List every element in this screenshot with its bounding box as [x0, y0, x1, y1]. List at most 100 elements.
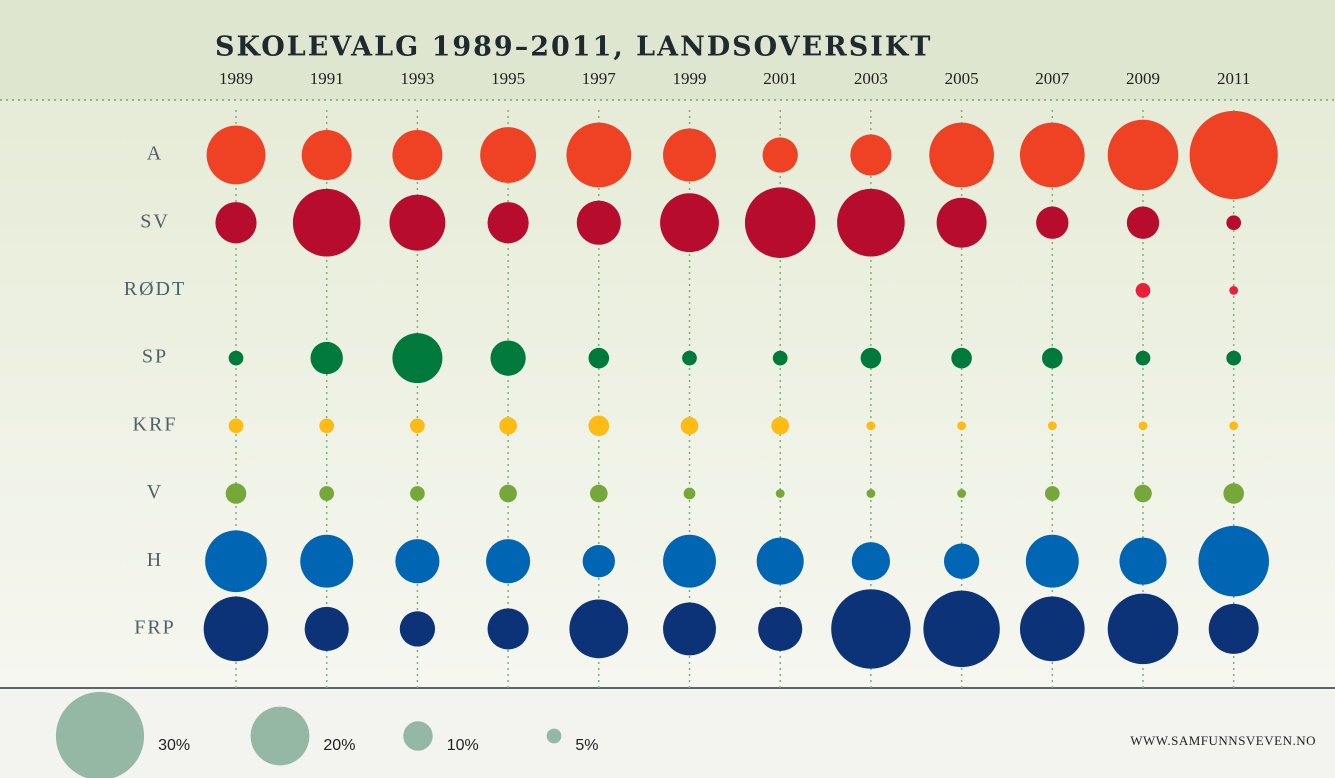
bubble	[682, 350, 697, 366]
bubble	[771, 416, 790, 435]
bubble	[1107, 593, 1179, 665]
x-tick-label: 2011	[1217, 69, 1250, 88]
bubble	[860, 347, 882, 369]
row-label: H	[147, 549, 163, 571]
bubble	[1198, 525, 1269, 597]
bubble	[486, 539, 531, 584]
bubble	[487, 202, 529, 244]
bubble	[228, 350, 244, 366]
legend-label: 10%	[447, 737, 479, 754]
bubble	[850, 134, 892, 176]
bubble	[1135, 350, 1151, 366]
bubble	[663, 128, 716, 182]
bubble	[660, 193, 719, 253]
bubble	[936, 197, 987, 248]
bubble	[1226, 215, 1242, 231]
bubble	[319, 418, 335, 434]
bubble	[929, 122, 994, 188]
bubble	[957, 489, 967, 498]
bubble	[569, 599, 629, 659]
bubble	[499, 416, 517, 435]
bubble	[301, 130, 352, 180]
bubble	[206, 125, 266, 185]
bubble	[487, 608, 529, 650]
bubble	[589, 484, 608, 503]
row-label: KRF	[133, 413, 178, 435]
x-tick-label: 2005	[945, 69, 979, 88]
legend-bubble	[55, 691, 145, 778]
legend-bubble	[403, 721, 433, 751]
bubble	[205, 530, 267, 593]
bubble	[837, 188, 905, 257]
bubble	[228, 418, 244, 434]
bubble	[851, 542, 891, 581]
bubble	[1135, 283, 1151, 298]
row-label: V	[147, 481, 163, 503]
bubble	[758, 606, 803, 651]
bubble	[943, 543, 980, 579]
bubble	[1047, 421, 1057, 431]
bubble	[762, 137, 798, 173]
bubble	[1107, 119, 1179, 191]
bubble	[304, 606, 349, 651]
x-tick-label: 2001	[763, 69, 797, 88]
bubble	[225, 483, 247, 504]
bubble	[392, 333, 443, 384]
bubble	[866, 489, 876, 498]
bubble	[957, 421, 967, 431]
bubble	[389, 194, 446, 251]
legend-label: 5%	[575, 737, 598, 754]
bubble	[923, 590, 1000, 668]
bubble	[1119, 537, 1167, 585]
footer-band	[0, 688, 1335, 778]
x-tick-label: 2007	[1035, 69, 1070, 88]
bubble	[1226, 350, 1242, 366]
bubble	[1134, 484, 1152, 503]
bubble	[395, 539, 440, 584]
bubble	[680, 416, 699, 435]
legend-bubble	[546, 728, 562, 744]
row-label: FRP	[134, 616, 176, 638]
bubble	[399, 611, 436, 647]
bubble	[756, 537, 804, 585]
legend-label: 20%	[323, 737, 355, 754]
bubble	[1044, 486, 1060, 501]
bubble	[1189, 110, 1278, 200]
bubble	[1019, 596, 1085, 662]
x-tick-label: 1991	[310, 69, 344, 88]
x-tick-label: 2003	[854, 69, 888, 88]
bubble	[772, 350, 788, 366]
header-band	[0, 0, 1335, 100]
bubble	[576, 200, 621, 245]
x-tick-label: 1995	[491, 69, 525, 88]
bubble	[1025, 534, 1079, 588]
row-label: SP	[142, 346, 168, 368]
x-tick-label: 1989	[219, 69, 253, 88]
bubble	[480, 127, 537, 183]
bubble	[319, 486, 335, 501]
bubble	[410, 486, 425, 501]
row-label: SV	[140, 210, 170, 232]
bubble	[490, 340, 526, 376]
bubble	[588, 415, 610, 437]
x-tick-label: 2009	[1126, 69, 1160, 88]
bubble	[683, 487, 696, 500]
bubble	[1126, 206, 1160, 239]
bubble	[866, 421, 876, 431]
bubble	[951, 347, 972, 369]
bubble	[582, 545, 615, 578]
bubble	[1229, 285, 1239, 295]
bubble	[566, 122, 632, 188]
bubble	[300, 534, 354, 588]
bubble	[410, 418, 425, 434]
row-label: A	[147, 143, 163, 165]
bubble	[1223, 483, 1244, 504]
legend-label: 30%	[158, 737, 190, 754]
bubble	[499, 484, 517, 503]
bubble	[292, 188, 361, 257]
row-label: RØDT	[124, 278, 186, 300]
source: WWW.SAMFUNNSVEVEN.NO	[1130, 733, 1316, 748]
bubble	[203, 596, 269, 662]
bubble	[831, 589, 911, 669]
